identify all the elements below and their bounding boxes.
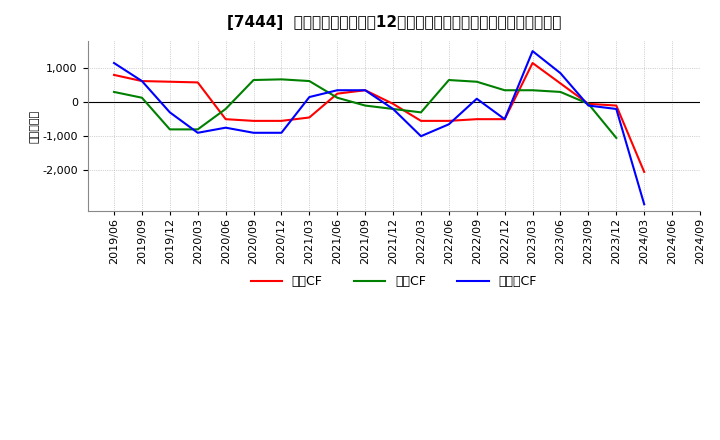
Line: フリーCF: フリーCF <box>114 51 644 204</box>
Title: [7444]  キャッシュフローの12か月移動合計の対前年同期増減額の推移: [7444] キャッシュフローの12か月移動合計の対前年同期増減額の推移 <box>227 15 561 30</box>
営業CF <box>528 60 537 66</box>
営業CF <box>556 81 564 86</box>
投資CF <box>221 106 230 112</box>
営業CF <box>194 80 202 85</box>
フリーCF <box>361 88 369 93</box>
フリーCF <box>584 103 593 108</box>
Line: 投資CF: 投資CF <box>114 79 616 138</box>
投資CF <box>417 110 426 115</box>
投資CF <box>389 106 397 112</box>
フリーCF <box>277 130 286 136</box>
フリーCF <box>612 106 621 112</box>
投資CF <box>249 77 258 83</box>
営業CF <box>444 118 453 124</box>
投資CF <box>500 88 509 93</box>
投資CF <box>194 127 202 132</box>
フリーCF <box>472 96 481 101</box>
フリーCF <box>528 48 537 54</box>
フリーCF <box>109 60 118 66</box>
投資CF <box>361 103 369 108</box>
フリーCF <box>138 78 146 84</box>
投資CF <box>277 77 286 82</box>
営業CF <box>305 115 314 120</box>
営業CF <box>472 117 481 122</box>
営業CF <box>417 118 426 124</box>
営業CF <box>500 117 509 122</box>
投資CF <box>138 95 146 100</box>
投資CF <box>556 89 564 95</box>
営業CF <box>166 79 174 84</box>
営業CF <box>640 169 649 175</box>
投資CF <box>444 77 453 83</box>
営業CF <box>277 118 286 124</box>
フリーCF <box>221 125 230 130</box>
営業CF <box>612 103 621 108</box>
投資CF <box>333 95 341 100</box>
営業CF <box>361 88 369 93</box>
フリーCF <box>166 110 174 115</box>
営業CF <box>109 72 118 77</box>
投資CF <box>305 78 314 84</box>
投資CF <box>584 101 593 106</box>
営業CF <box>389 101 397 106</box>
フリーCF <box>333 88 341 93</box>
フリーCF <box>305 95 314 100</box>
フリーCF <box>444 121 453 127</box>
営業CF <box>138 78 146 84</box>
営業CF <box>249 118 258 124</box>
投資CF <box>528 88 537 93</box>
Line: 営業CF: 営業CF <box>114 63 644 172</box>
フリーCF <box>389 106 397 112</box>
Y-axis label: （百万円）: （百万円） <box>30 110 40 143</box>
営業CF <box>584 101 593 106</box>
営業CF <box>221 117 230 122</box>
投資CF <box>166 127 174 132</box>
投資CF <box>612 135 621 140</box>
フリーCF <box>500 117 509 122</box>
投資CF <box>109 89 118 95</box>
フリーCF <box>194 130 202 136</box>
フリーCF <box>249 130 258 136</box>
営業CF <box>333 91 341 96</box>
フリーCF <box>556 70 564 76</box>
Legend: 営業CF, 投資CF, フリーCF: 営業CF, 投資CF, フリーCF <box>246 270 542 293</box>
フリーCF <box>640 202 649 207</box>
投資CF <box>472 79 481 84</box>
フリーCF <box>417 134 426 139</box>
